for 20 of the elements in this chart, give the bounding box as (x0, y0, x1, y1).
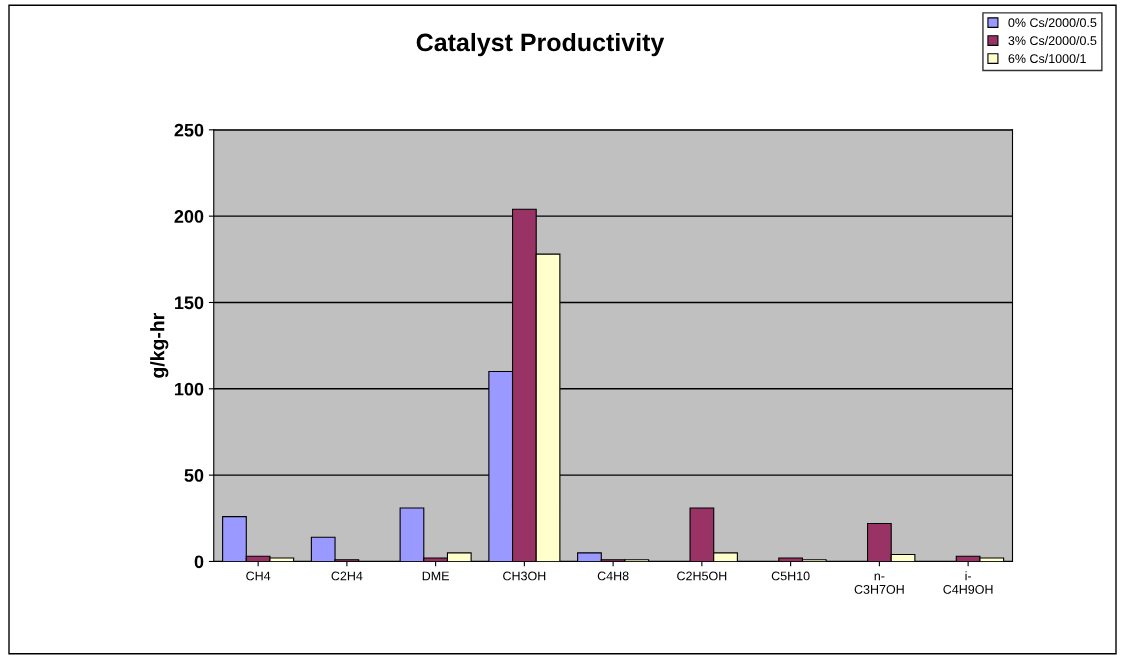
y-tick-label: 100 (175, 382, 204, 396)
y-tick-label: 50 (184, 469, 204, 482)
x-tick-label: CH3OH (503, 571, 546, 581)
y-axis-title: g/kg-hr (150, 312, 169, 378)
x-tick-label: n- C3H7OH (854, 573, 904, 594)
x-tick-label: i- C4H9OH (943, 571, 993, 594)
x-tick-label: C2H5OH (677, 571, 727, 581)
legend-label: 0% Cs/2000/0.5 (1008, 17, 1097, 28)
legend-label: 3% Cs/2000/0.5 (1008, 35, 1097, 46)
x-tick-label: DME (422, 571, 449, 581)
x-tick-label: CH4 (246, 571, 271, 581)
x-tick-label: C4H8 (597, 571, 629, 581)
x-tick-label: C2H4 (331, 571, 363, 581)
chart-title: Catalyst Productivity (416, 32, 665, 57)
y-tick-label: 200 (174, 210, 204, 223)
legend-label: 6% Cs/1000/1 (1008, 53, 1086, 64)
y-tick-label: 0 (194, 555, 204, 569)
x-tick-label: C5H10 (771, 571, 810, 581)
y-tick-label: 150 (175, 296, 204, 310)
y-tick-label: 250 (174, 123, 204, 137)
